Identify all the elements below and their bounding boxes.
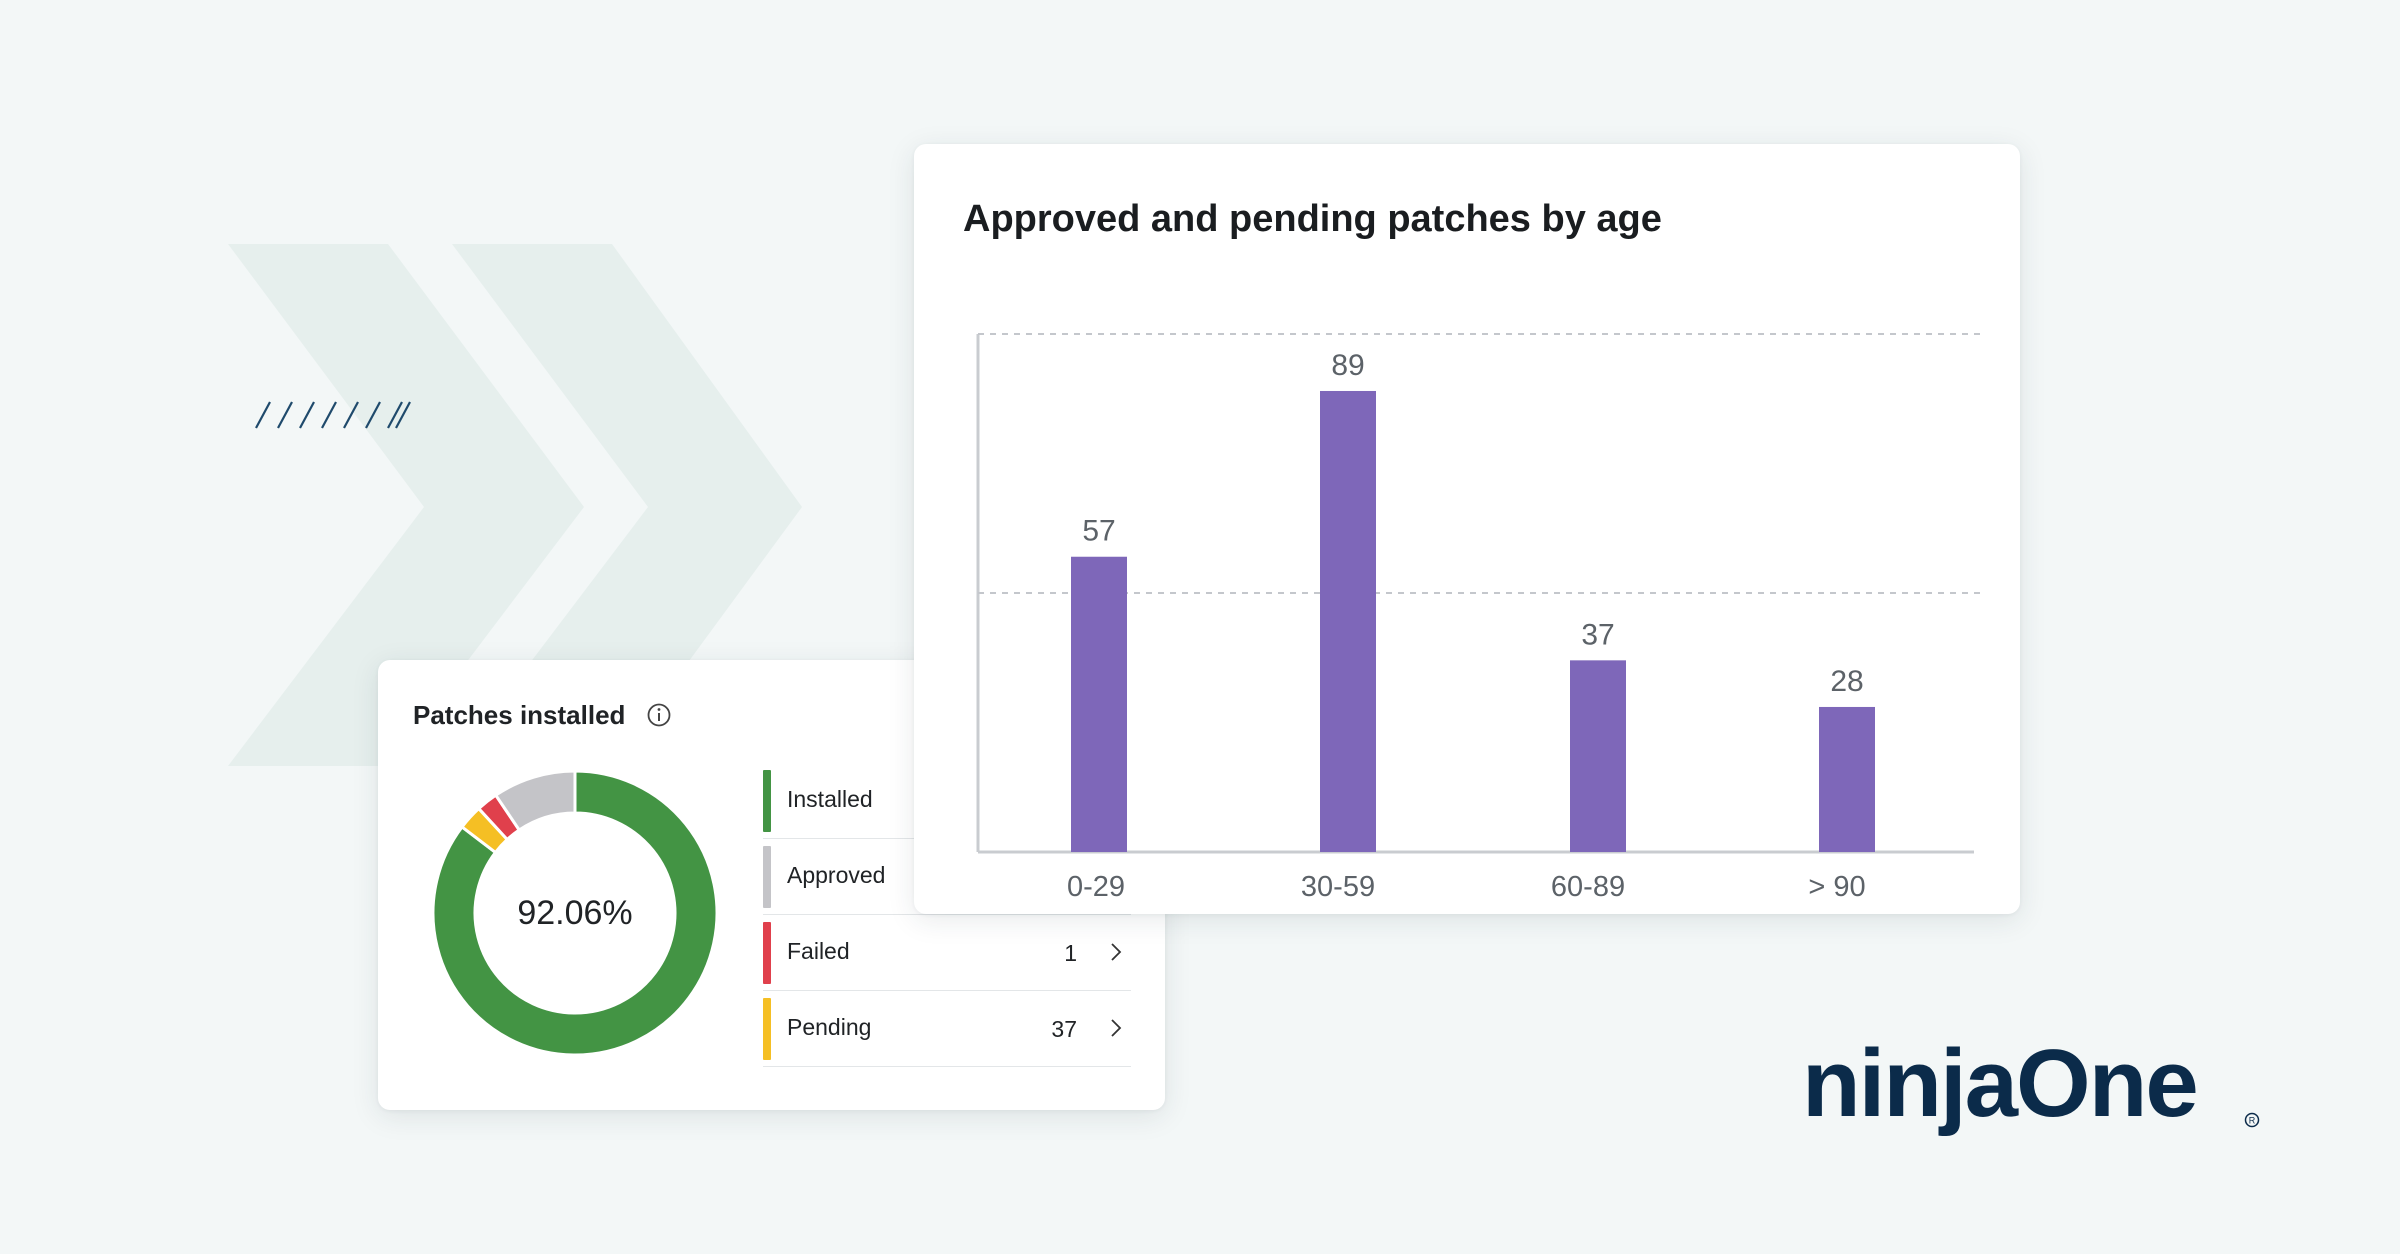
info-icon[interactable] (646, 702, 672, 728)
legend-label: Failed (787, 938, 850, 964)
bar-chart: 57 0-29 89 30-59 37 60-89 28 > 90 (976, 333, 1984, 903)
donut-chart (431, 769, 719, 1057)
ninjaone-logo: ninjaOne (1802, 1030, 2199, 1137)
x-tick-label: > 90 (1808, 871, 1865, 903)
data-label: 57 (1082, 515, 1115, 548)
donut-segment-installed[interactable] (431, 769, 719, 1057)
legend-count: 37 (1051, 1016, 1077, 1042)
legend-count: 1 (1064, 940, 1077, 966)
legend-label: Approved (787, 862, 886, 888)
bar-30-59[interactable] (1320, 390, 1376, 852)
x-tick-label: 30-59 (1301, 871, 1375, 903)
legend-swatch (763, 922, 771, 984)
legend-swatch (763, 846, 771, 908)
legend-row-failed[interactable]: Failed 1 (763, 916, 1131, 991)
legend-label: Pending (787, 1014, 872, 1040)
legend-swatch (763, 770, 771, 832)
data-label: 89 (1331, 349, 1364, 382)
legend-label: Installed (787, 786, 873, 812)
legend-swatch (763, 998, 771, 1060)
donut-segment-approved[interactable] (493, 769, 577, 833)
bar-60-89[interactable] (1570, 660, 1626, 852)
x-tick-label: 60-89 (1551, 871, 1625, 903)
data-label: 28 (1830, 665, 1863, 698)
legend-row-pending[interactable]: Pending 37 (763, 992, 1131, 1067)
chevron-right-icon[interactable] (1109, 1016, 1123, 1040)
chevron-right-icon[interactable] (1109, 940, 1123, 964)
bar-90[interactable] (1819, 706, 1875, 852)
registered-mark-icon: R (2244, 1112, 2260, 1128)
slash-marks (255, 401, 411, 429)
legend-row-approved[interactable]: Approved (763, 840, 1131, 915)
chart-title: Approved and pending patches by age (963, 198, 1662, 240)
patches-by-age-card: Approved and pending patches by age 57 0-… (914, 144, 2020, 914)
svg-text:R: R (2249, 1116, 2256, 1126)
bar-0-29[interactable] (1071, 556, 1127, 852)
installed-percent: 92.06% (517, 893, 633, 932)
data-label: 37 (1581, 618, 1614, 651)
card-title: Patches installed (413, 700, 626, 730)
x-tick-label: 0-29 (1067, 871, 1125, 903)
